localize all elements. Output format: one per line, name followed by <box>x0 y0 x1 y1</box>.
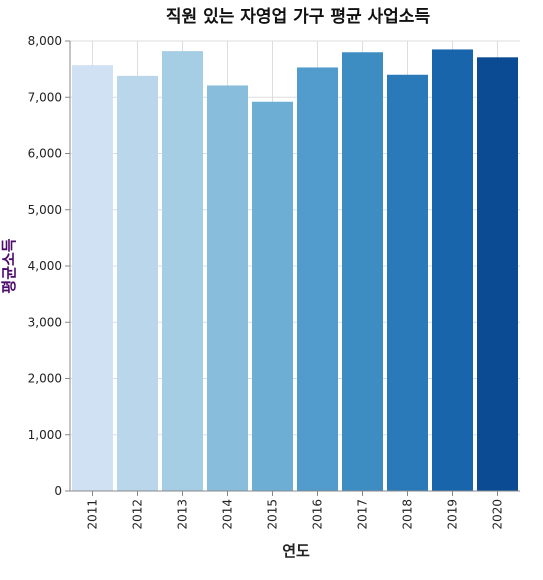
x-tick-label: 2020 <box>491 499 505 530</box>
bar-2020 <box>477 57 518 491</box>
bar-2017 <box>342 52 383 491</box>
x-tick-label: 2017 <box>356 499 370 530</box>
y-tick-label: 6,000 <box>28 147 62 161</box>
y-tick-label: 1,000 <box>28 428 62 442</box>
y-tick-label: 0 <box>54 484 62 498</box>
y-tick-label: 3,000 <box>28 315 62 329</box>
bar-2012 <box>117 75 158 491</box>
y-tick-label: 5,000 <box>28 203 62 217</box>
axes: 0 1,000 2,000 3,000 4,000 5,000 6,000 7,000 8,00… <box>28 34 520 530</box>
x-tick-label: 2013 <box>176 499 190 530</box>
bars <box>72 49 518 491</box>
x-tick-label: 2016 <box>311 499 325 530</box>
bar-2018 <box>387 74 428 491</box>
x-tick-label: 2015 <box>266 499 280 530</box>
y-tick-label: 2,000 <box>28 372 62 386</box>
y-tick-label: 8,000 <box>28 34 62 48</box>
bar-2019 <box>432 49 473 491</box>
x-tick-label: 2011 <box>86 499 100 530</box>
y-axis-title: 평균소득 <box>0 238 18 293</box>
x-tick-label: 2012 <box>131 499 145 530</box>
bar-2013 <box>162 51 203 491</box>
x-tick-label: 2018 <box>401 499 415 530</box>
x-axis-title: 연도 <box>282 542 310 560</box>
chart-title: 직원 있는 자영업 가구 평균 사업소득 <box>166 7 431 27</box>
x-tick-label: 2019 <box>446 499 460 530</box>
y-tick-label: 4,000 <box>28 259 62 273</box>
x-tick-label: 2014 <box>221 499 235 530</box>
bar-2014 <box>207 85 248 491</box>
y-tick-label: 7,000 <box>28 90 62 104</box>
bar-2015 <box>252 101 293 491</box>
bar-2016 <box>297 67 338 491</box>
bar-2011 <box>72 65 113 491</box>
